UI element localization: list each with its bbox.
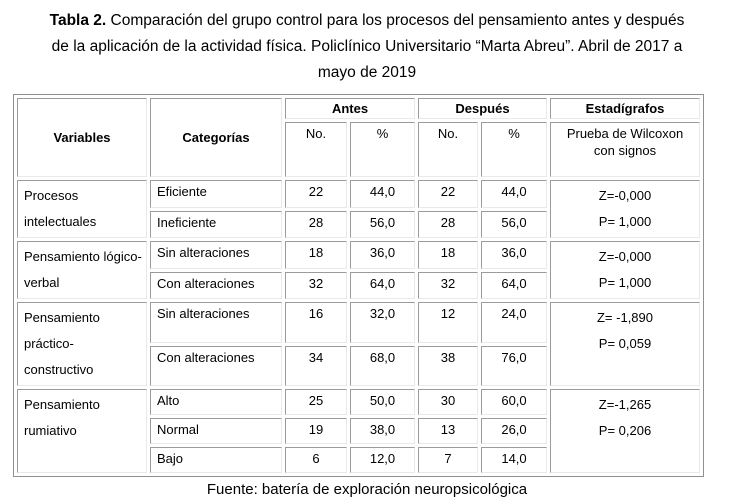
table-row: Ineficiente 28 56,0 28 56,0 — [17, 210, 700, 238]
category-cell: Sin alteraciones — [150, 302, 282, 343]
antes-pct-cell: 12,0 — [350, 447, 415, 473]
table-row: Pensamiento rumiativo Alto 25 50,0 30 60… — [17, 389, 700, 473]
antes-no-cell: 19 — [285, 418, 347, 444]
p-value: P= 1,000 — [598, 214, 652, 229]
z-value: Z= -1,890 — [596, 310, 653, 325]
header-row-2: No. % No. % Prueba de Wilcoxon con signo… — [17, 122, 700, 177]
p-value: P= 0,059 — [598, 336, 652, 351]
category-cell: Bajo — [150, 447, 282, 473]
prueba-header-cell: Prueba de Wilcoxon con signos — [550, 122, 700, 177]
despues-pct-cell: 56,0 — [481, 210, 547, 238]
caption-line3: mayo de 2019 — [317, 64, 417, 81]
antes-pct-cell: 36,0 — [350, 241, 415, 269]
antes-no-cell: 6 — [285, 447, 347, 473]
despues-pct-cell: 26,0 — [481, 418, 547, 444]
despues-header-cell: Después — [418, 98, 547, 119]
antes-pct-cell: 50,0 — [350, 389, 415, 415]
comparison-table: Variables Categorías Antes Después Estad… — [13, 94, 704, 477]
z-value: Z=-0,000 — [598, 188, 652, 203]
source-note: Fuente: batería de exploración neuropsic… — [206, 481, 528, 498]
p-value: P= 1,000 — [598, 275, 652, 290]
caption-line1-text: Comparación del grupo control para los p… — [106, 12, 685, 29]
table-row: Normal 19 38,0 13 26,0 — [17, 418, 700, 444]
estadigrafo-cell: Z=-1,265 P= 0,206 — [550, 389, 700, 473]
despues-no-cell: 38 — [418, 345, 478, 386]
antes-header-cell: Antes — [285, 98, 415, 119]
estadigrafo-cell: Z=-0,000 P= 1,000 — [550, 241, 700, 299]
table-row: Procesos intelectuales Eficiente 22 44,0… — [17, 180, 700, 238]
estadigrafo-cell: Z=-0,000 P= 1,000 — [550, 180, 700, 238]
antes-pct-cell: 32,0 — [350, 302, 415, 343]
despues-no-cell: 18 — [418, 241, 478, 269]
category-cell: Eficiente — [150, 180, 282, 208]
despues-no-cell: 30 — [418, 389, 478, 415]
p-value: P= 0,206 — [598, 423, 652, 438]
antes-no-cell: 18 — [285, 241, 347, 269]
estadigrafo-cell: Z= -1,890 P= 0,059 — [550, 302, 700, 386]
antes-no-cell: 16 — [285, 302, 347, 343]
antes-no-header-cell: No. — [285, 122, 347, 177]
antes-no-cell: 28 — [285, 210, 347, 238]
table-row: Con alteraciones 32 64,0 32 64,0 — [17, 271, 700, 299]
despues-pct-header-cell: % — [481, 122, 547, 177]
category-cell: Sin alteraciones — [150, 241, 282, 269]
table-row: Pensamiento lógico-verbal Sin alteracion… — [17, 241, 700, 299]
variable-cell: Pensamiento rumiativo — [17, 389, 147, 473]
despues-no-cell: 28 — [418, 210, 478, 238]
antes-pct-cell: 64,0 — [350, 271, 415, 299]
caption-line1: Tabla 2. Comparación del grupo control p… — [12, 8, 722, 34]
z-value: Z=-0,000 — [598, 249, 652, 264]
categorias-header-cell: Categorías — [150, 98, 282, 177]
variable-cell: Procesos intelectuales — [17, 180, 147, 238]
antes-pct-cell: 44,0 — [350, 180, 415, 208]
antes-pct-cell: 38,0 — [350, 418, 415, 444]
variable-cell: Pensamiento lógico-verbal — [17, 241, 147, 299]
category-cell: Con alteraciones — [150, 345, 282, 386]
table-row: Pensamiento práctico-constructivo Sin al… — [17, 302, 700, 386]
despues-pct-cell: 76,0 — [481, 345, 547, 386]
header-row-1: Variables Categorías Antes Después Estad… — [17, 98, 700, 177]
antes-no-cell: 22 — [285, 180, 347, 208]
despues-no-cell: 12 — [418, 302, 478, 343]
variable-cell: Pensamiento práctico-constructivo — [17, 302, 147, 386]
despues-no-header-cell: No. — [418, 122, 478, 177]
antes-no-cell: 25 — [285, 389, 347, 415]
z-value: Z=-1,265 — [598, 397, 652, 412]
despues-pct-cell: 64,0 — [481, 271, 547, 299]
despues-pct-cell: 44,0 — [481, 180, 547, 208]
category-cell: Ineficiente — [150, 210, 282, 238]
antes-no-cell: 32 — [285, 271, 347, 299]
category-cell: Normal — [150, 418, 282, 444]
despues-pct-cell: 14,0 — [481, 447, 547, 473]
despues-no-cell: 22 — [418, 180, 478, 208]
antes-pct-cell: 56,0 — [350, 210, 415, 238]
despues-pct-cell: 60,0 — [481, 389, 547, 415]
estadigrafos-header-cell: Estadígrafos — [550, 98, 700, 119]
category-cell: Con alteraciones — [150, 271, 282, 299]
antes-pct-cell: 68,0 — [350, 345, 415, 386]
despues-pct-cell: 24,0 — [481, 302, 547, 343]
despues-no-cell: 32 — [418, 271, 478, 299]
variables-header-cell: Variables — [17, 98, 147, 177]
antes-no-cell: 34 — [285, 345, 347, 386]
category-cell: Alto — [150, 389, 282, 415]
table-row: Con alteraciones 34 68,0 38 76,0 — [17, 345, 700, 386]
caption-table-label: Tabla 2. — [49, 12, 107, 29]
caption-line2: de la aplicación de la actividad física.… — [51, 38, 683, 55]
despues-no-cell: 7 — [418, 447, 478, 473]
despues-no-cell: 13 — [418, 418, 478, 444]
table-row: Bajo 6 12,0 7 14,0 — [17, 447, 700, 473]
antes-pct-header-cell: % — [350, 122, 415, 177]
despues-pct-cell: 36,0 — [481, 241, 547, 269]
table-caption: Tabla 2. Comparación del grupo control p… — [12, 0, 722, 86]
